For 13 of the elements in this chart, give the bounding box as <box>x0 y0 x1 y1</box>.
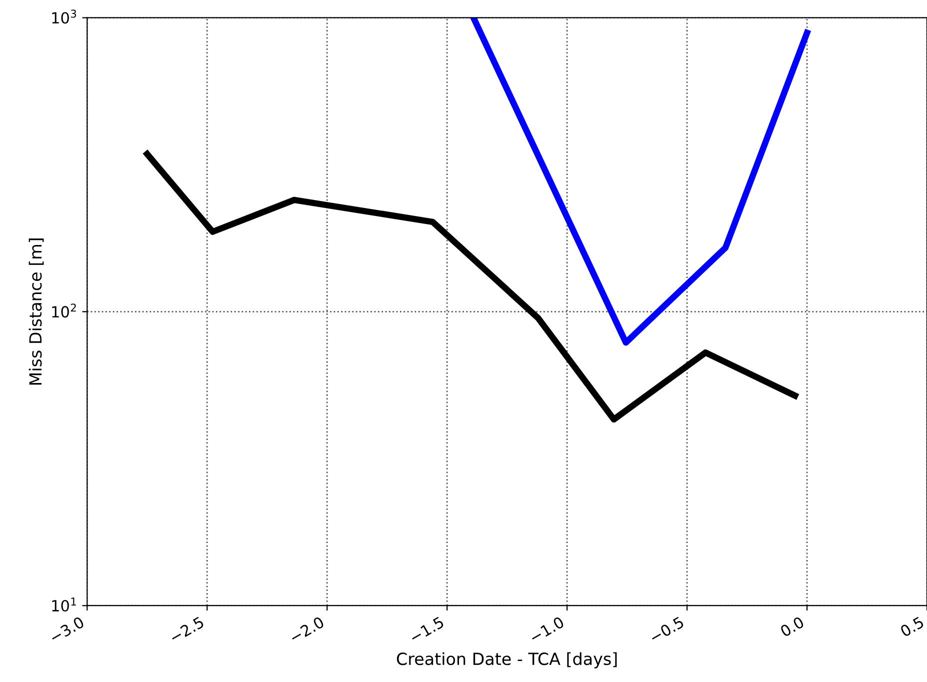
x-tick-label: −2.5 <box>169 616 204 644</box>
y-tick-label: 10$^{2}$ <box>52 304 76 318</box>
x-tick-label: 0.5 <box>900 616 924 638</box>
x-tick-label: −1.5 <box>409 616 444 644</box>
y-tick-label: 10$^{1}$ <box>52 598 76 612</box>
y-axis-title: Miss Distance [m] <box>28 238 44 385</box>
x-tick-label: −0.5 <box>649 616 684 644</box>
x-axis-title: Creation Date - TCA [days] <box>396 652 617 668</box>
x-tick-label: 0.0 <box>780 616 805 638</box>
x-tick-label: −3.0 <box>49 616 85 644</box>
y-tick-label: 10$^{3}$ <box>52 10 76 24</box>
x-tick-label: −2.0 <box>289 616 325 644</box>
x-tick-label: −1.0 <box>529 616 565 644</box>
